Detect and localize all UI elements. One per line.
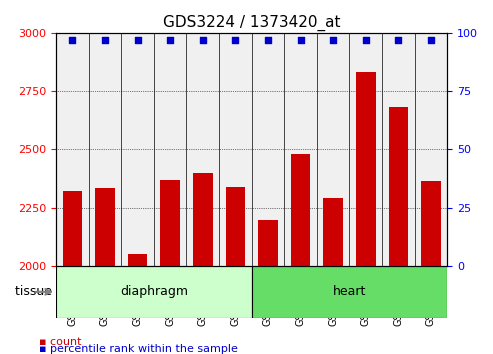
FancyBboxPatch shape: [56, 266, 251, 318]
Point: [264, 37, 272, 42]
Point: [427, 37, 435, 42]
Text: diaphragm: diaphragm: [120, 285, 188, 298]
Bar: [323, 198, 343, 266]
Bar: [258, 221, 278, 266]
Bar: [421, 181, 441, 266]
Bar: [193, 172, 212, 266]
Bar: [388, 107, 408, 266]
Point: [134, 37, 141, 42]
Bar: [160, 179, 180, 266]
FancyBboxPatch shape: [251, 266, 447, 318]
Point: [69, 37, 76, 42]
Point: [329, 37, 337, 42]
Bar: [63, 191, 82, 266]
Point: [166, 37, 174, 42]
Text: ▪ count: ▪ count: [39, 337, 82, 347]
Bar: [95, 188, 115, 266]
Point: [297, 37, 305, 42]
Point: [101, 37, 109, 42]
Point: [362, 37, 370, 42]
Title: GDS3224 / 1373420_at: GDS3224 / 1373420_at: [163, 15, 340, 31]
Bar: [226, 187, 245, 266]
Bar: [128, 254, 147, 266]
Text: heart: heart: [333, 285, 366, 298]
Point: [394, 37, 402, 42]
Bar: [291, 154, 310, 266]
Text: ▪ percentile rank within the sample: ▪ percentile rank within the sample: [39, 344, 238, 354]
Point: [199, 37, 207, 42]
Point: [231, 37, 239, 42]
Bar: [356, 72, 376, 266]
Text: tissue: tissue: [15, 285, 56, 298]
